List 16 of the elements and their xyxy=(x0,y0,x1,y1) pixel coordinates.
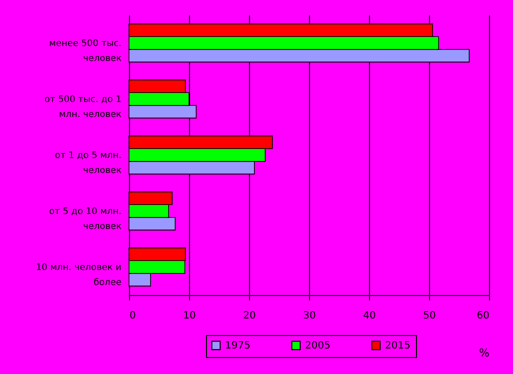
x-tick-label: 40 xyxy=(363,310,376,322)
x-tick-label: 30 xyxy=(303,310,316,322)
y-tick-label: от 500 тыс. до 1 млн. человек xyxy=(44,95,122,120)
y-tick-label: менее 500 тыс. человек xyxy=(49,39,122,64)
legend-label: 1975 xyxy=(225,340,250,352)
y-tick-label: от 1 до 5 млн. человек xyxy=(54,151,122,176)
x-tick-label: 50 xyxy=(423,310,436,322)
x-tick-label: 20 xyxy=(243,310,256,322)
x-tick-label: 10 xyxy=(183,310,196,322)
legend-label: 2015 xyxy=(385,340,410,352)
y-tick-label: 10 млн. человек и более xyxy=(36,263,122,288)
x-axis-title: % xyxy=(479,346,490,360)
x-tick-label: 60 xyxy=(476,310,490,322)
y-tick-label: от 5 до 10 млн. человек xyxy=(49,207,122,232)
x-tick-label: 0 xyxy=(130,310,136,322)
legend-label: 2005 xyxy=(305,340,330,352)
